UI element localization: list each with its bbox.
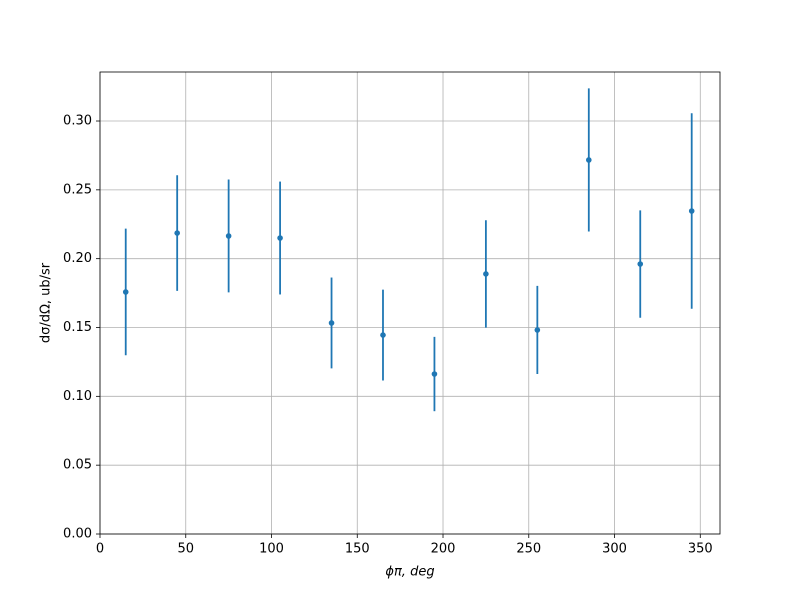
data-point <box>225 233 232 239</box>
y-tick-label: 0.05 <box>63 458 92 473</box>
y-tick-label: 0.10 <box>63 389 92 404</box>
data-point <box>328 320 335 326</box>
data-point <box>688 208 695 214</box>
x-tick-label: 150 <box>345 542 370 557</box>
x-tick-label: 50 <box>177 542 194 557</box>
x-tick-label: 100 <box>259 542 284 557</box>
data-point <box>483 271 489 277</box>
plot-frame <box>99 71 721 535</box>
data-point <box>380 332 386 338</box>
y-axis-label: dσ/dΩ, ub/sr <box>39 262 54 343</box>
y-tick-label: 0.15 <box>63 320 92 335</box>
x-tick-label: 300 <box>602 542 627 557</box>
y-tick-label: 0.00 <box>63 527 92 542</box>
data-point <box>122 289 129 295</box>
data-point <box>174 230 180 236</box>
x-tick-label: 350 <box>688 542 713 557</box>
y-tick-label: 0.30 <box>63 114 92 129</box>
data-point <box>534 327 541 333</box>
x-tick-label: 200 <box>431 542 456 557</box>
data-point <box>277 235 283 241</box>
data-point <box>637 261 644 267</box>
y-tick-label: 0.25 <box>63 182 92 197</box>
y-tick-label: 0.20 <box>63 251 92 266</box>
x-tick-label: 250 <box>516 542 541 557</box>
data-point <box>431 371 438 377</box>
data-point <box>585 157 592 163</box>
x-axis-label: ϕπ, deg <box>385 565 434 580</box>
x-tick-label: 0 <box>96 542 104 557</box>
